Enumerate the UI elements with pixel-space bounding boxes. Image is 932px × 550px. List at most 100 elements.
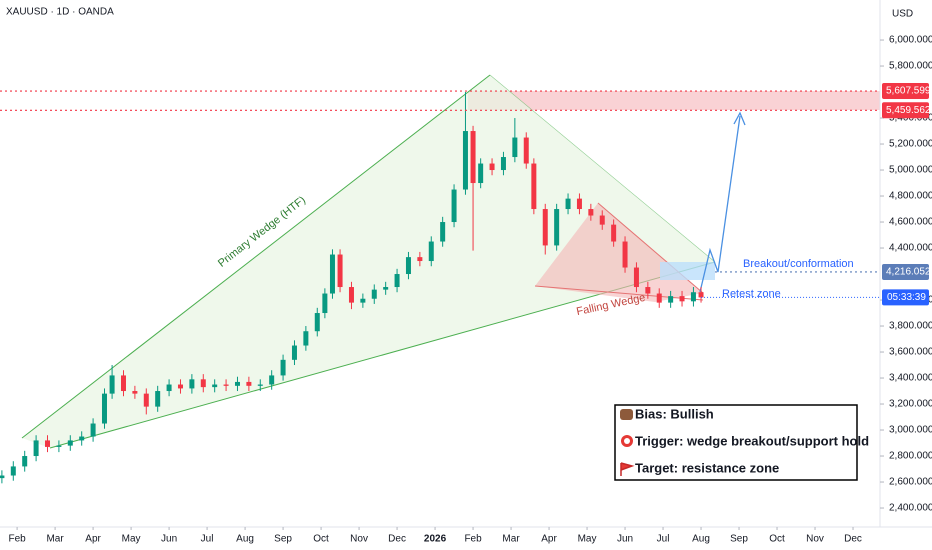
info-box: [614, 404, 858, 481]
price-label: 5,459.562: [886, 105, 931, 116]
candle-body: [478, 163, 484, 184]
x-tick-label: Oct: [313, 534, 329, 545]
y-tick-label: 2,800.000: [889, 451, 932, 462]
candle-body: [554, 209, 560, 246]
y-tick-label: 3,600.000: [889, 347, 932, 358]
candle-body: [177, 384, 183, 389]
x-tick-label: Sep: [730, 534, 748, 545]
candle-body: [22, 456, 28, 467]
chart-title: XAUUSD · 1D · OANDA: [6, 7, 114, 18]
retest-label: Retest zone: [722, 288, 781, 300]
x-tick-label: Aug: [236, 534, 254, 545]
candle-body: [588, 209, 594, 216]
candle-body: [322, 293, 328, 314]
candle-body: [451, 189, 457, 223]
y-tick-label: 6,000.000: [889, 35, 932, 46]
x-tick-label: Dec: [844, 534, 862, 545]
candle-body: [212, 384, 218, 388]
candle-body: [79, 436, 85, 441]
candle-body: [656, 293, 662, 303]
candle-body: [440, 222, 446, 242]
candle-body: [314, 313, 320, 332]
candle-body: [417, 257, 423, 262]
candle-body: [101, 393, 107, 424]
candle-body: [132, 391, 138, 394]
x-tick-label: Oct: [769, 534, 785, 545]
candle-body: [679, 296, 685, 302]
candle-body: [500, 157, 506, 171]
x-tick-label: Aug: [692, 534, 710, 545]
candle-body: [329, 254, 335, 294]
y-tick-label: 4,800.000: [889, 191, 932, 202]
x-tick-label: Jul: [657, 534, 670, 545]
x-tick-label: May: [578, 534, 597, 545]
candle-body: [200, 379, 206, 388]
candle-body: [280, 359, 286, 376]
breakout-label: Breakout/conformation: [743, 258, 854, 270]
x-tick-label: Apr: [85, 534, 101, 545]
x-tick-label: Nov: [806, 534, 824, 545]
candle-body: [67, 440, 73, 446]
resistance-zone: [468, 91, 880, 110]
info-line: Target: resistance zone: [635, 460, 779, 475]
y-tick-label: 3,800.000: [889, 321, 932, 332]
candle-body: [462, 131, 468, 190]
candle-body: [246, 381, 252, 386]
candle-body: [257, 384, 263, 386]
candle-body: [645, 287, 651, 294]
y-tick-label: 5,200.000: [889, 139, 932, 150]
falling-wedge-lower: [534, 285, 704, 301]
candle-body: [360, 298, 366, 303]
currency: USD: [892, 9, 913, 20]
candle-body: [109, 375, 115, 394]
y-tick-label: 5,800.000: [889, 61, 932, 72]
candle-body: [668, 296, 674, 303]
primary-wedge-fill: [22, 75, 715, 448]
x-tick-label: Nov: [350, 534, 368, 545]
candle-body: [143, 393, 149, 407]
price-label: 4,216.052: [886, 267, 931, 278]
candle-body: [291, 345, 297, 360]
candle-body: [489, 163, 495, 171]
candle-body: [698, 292, 704, 298]
candle-body: [690, 292, 696, 302]
x-tick-label: Jun: [161, 534, 177, 545]
candle-body: [394, 274, 400, 288]
x-tick-label: Jun: [617, 534, 633, 545]
x-tick-label: Dec: [388, 534, 406, 545]
candle-body: [531, 163, 537, 210]
y-tick-label: 5,000.000: [889, 165, 932, 176]
x-tick-label: 2026: [424, 534, 447, 545]
candle-body: [542, 209, 548, 246]
candle-body: [155, 391, 161, 407]
x-tick-label: May: [122, 534, 141, 545]
candle-body: [120, 375, 126, 392]
price-label-bg: [882, 263, 929, 280]
y-tick-label: 2,400.000: [889, 503, 932, 514]
y-tick-label: 4,600.000: [889, 217, 932, 228]
candle-body: [523, 137, 529, 164]
candle-body: [611, 224, 617, 242]
x-tick-label: Feb: [8, 534, 26, 545]
x-tick-label: Apr: [541, 534, 557, 545]
candle-body: [0, 475, 5, 479]
arrow-head: [733, 111, 746, 126]
candle-body: [428, 241, 434, 262]
candle-body: [56, 445, 62, 447]
y-tick-label: 2,600.000: [889, 477, 932, 488]
wedge-edge-line: [489, 74, 716, 263]
y-tick-label: 3,400.000: [889, 373, 932, 384]
x-tick-label: Sep: [274, 534, 292, 545]
y-tick-label: 4,400.000: [889, 243, 932, 254]
x-tick-label: Mar: [46, 534, 64, 545]
candle-body: [269, 375, 275, 385]
price-label: 5,607.599: [886, 86, 931, 97]
candle-body: [622, 241, 628, 268]
candle-body: [348, 287, 354, 303]
info-line: Trigger: wedge breakout/support hold: [635, 433, 869, 448]
candle-body: [33, 440, 39, 457]
candle-body: [166, 384, 172, 392]
target-icon-inner: [624, 438, 630, 444]
projection-arrow: [699, 115, 741, 293]
